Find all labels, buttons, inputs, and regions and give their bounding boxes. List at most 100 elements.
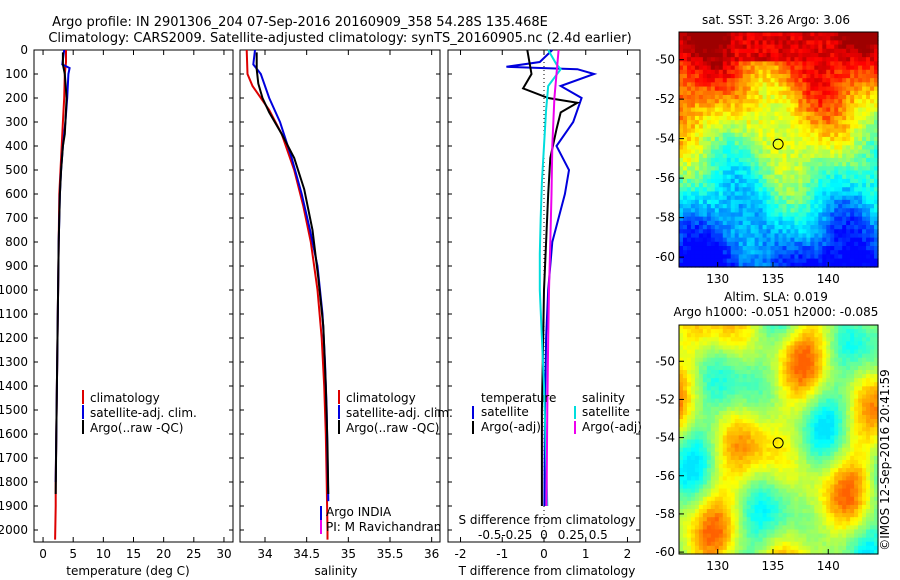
heatmap-cell (690, 365, 696, 371)
heatmap-cell (730, 220, 736, 226)
heatmap-cell (722, 345, 728, 351)
heatmap-cell (794, 191, 799, 197)
heatmap-cell (830, 382, 835, 387)
heatmap-cell (806, 390, 811, 396)
heatmap-cell (854, 157, 859, 163)
heatmap-cell (818, 61, 823, 67)
heatmap-cell (694, 86, 700, 92)
heatmap-cell (806, 361, 811, 367)
heatmap-cell (838, 90, 843, 96)
heatmap-cell (726, 341, 732, 347)
heatmap-cell (782, 40, 788, 46)
heatmap-cell (790, 153, 796, 159)
x-tick-label: -2 (455, 547, 467, 561)
heatmap-cell (750, 451, 756, 457)
heatmap-cell (782, 111, 788, 117)
heatmap-cell (762, 345, 768, 351)
heatmap-cell (758, 365, 764, 371)
heatmap-cell (838, 115, 843, 121)
heatmap-cell (866, 459, 871, 465)
heatmap-cell (830, 447, 835, 453)
heatmap-cell (718, 229, 724, 235)
heatmap-cell (702, 423, 708, 428)
heatmap-cell (734, 349, 740, 355)
heatmap-cell (790, 204, 796, 209)
heatmap-cell (714, 480, 720, 486)
heatmap-cell (818, 120, 823, 125)
heatmap-cell (758, 468, 764, 473)
heatmap-cell (754, 78, 760, 83)
heatmap-cell (818, 183, 823, 188)
heatmap-cell (870, 237, 875, 243)
heatmap-cell (810, 427, 815, 432)
heatmap-cell (782, 378, 788, 383)
heatmap-cell (806, 443, 811, 449)
heatmap-cell (786, 178, 792, 184)
heatmap-cell (686, 233, 692, 239)
heatmap-cell (738, 183, 744, 188)
heatmap-cell (854, 455, 859, 461)
heatmap-cell (738, 361, 744, 367)
heatmap-cell (830, 107, 835, 113)
heatmap-cell (822, 378, 827, 383)
heatmap-cell (730, 187, 736, 193)
heatmap-cell (862, 115, 867, 121)
heatmap-cell (838, 419, 843, 424)
heatmap-cell (682, 447, 688, 453)
heatmap-cell (738, 57, 744, 62)
heatmap-cell (858, 162, 863, 167)
heatmap-cell (810, 329, 815, 334)
heatmap-cell (786, 170, 792, 176)
heatmap-cell (738, 103, 744, 109)
heatmap-cell (810, 32, 815, 37)
heatmap-cell (682, 86, 688, 92)
heatmap-cell (698, 258, 704, 264)
heatmap-cell (814, 254, 819, 260)
heatmap-cell (790, 423, 796, 428)
heatmap-cell (846, 419, 851, 424)
heatmap-cell (798, 329, 803, 334)
heatmap-cell (790, 459, 796, 465)
heatmap-cell (698, 191, 704, 197)
heatmap-cell (802, 374, 807, 379)
heatmap-cell (686, 90, 692, 96)
heatmap-cell (782, 124, 788, 130)
heatmap-cell (826, 439, 831, 445)
heatmap-cell (834, 349, 839, 355)
heatmap-cell (830, 128, 835, 134)
heatmap-cell (762, 115, 768, 121)
heatmap-cell (810, 86, 815, 92)
heatmap-cell (679, 250, 684, 256)
heatmap-cell (702, 69, 708, 75)
heatmap-cell (854, 233, 859, 239)
heatmap-cell (786, 136, 792, 142)
sst-heatmap (679, 32, 879, 268)
heatmap-cell (726, 451, 732, 457)
heatmap-cell (706, 86, 712, 92)
heatmap-cell (742, 187, 748, 193)
heatmap-cell (766, 451, 772, 457)
heatmap-cell (698, 410, 704, 416)
heatmap-cell (738, 357, 744, 363)
heatmap-cell (750, 208, 756, 214)
heatmap-cell (774, 254, 780, 260)
heatmap-cell (726, 115, 732, 121)
heatmap-cell (734, 78, 740, 83)
heatmap-cell (870, 468, 875, 473)
heatmap-cell (810, 402, 815, 408)
heatmap-cell (862, 468, 867, 473)
heatmap-cell (706, 406, 712, 412)
heatmap-cell (778, 99, 784, 104)
heatmap-cell (738, 394, 744, 400)
heatmap-cell (754, 455, 760, 461)
heatmap-cell (790, 443, 796, 449)
heatmap-cell (854, 353, 859, 359)
heatmap-cell (679, 464, 684, 469)
heatmap-cell (694, 220, 700, 226)
heatmap-cell (698, 374, 704, 379)
heatmap-cell (698, 439, 704, 445)
heatmap-cell (858, 443, 863, 449)
heatmap-cell (786, 233, 792, 239)
heatmap-cell (734, 162, 740, 167)
heatmap-cell (706, 353, 712, 359)
